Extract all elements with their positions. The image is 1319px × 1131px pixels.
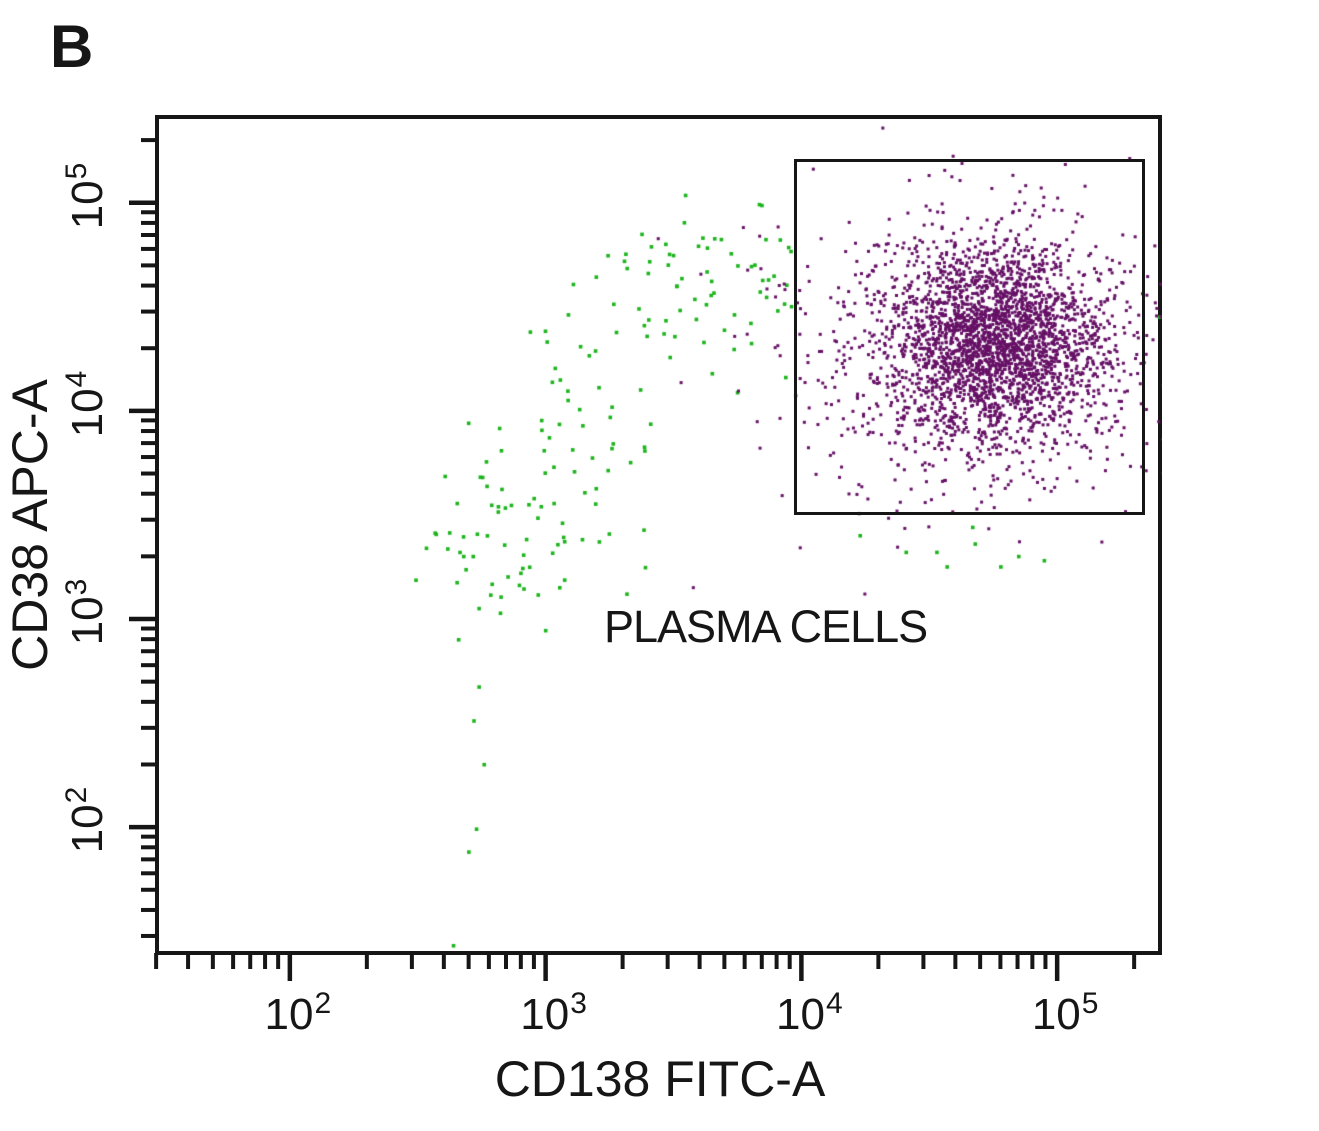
- x-tick-label-10e3: 103: [520, 987, 587, 1039]
- y-tick-label-10e5: 105: [60, 162, 112, 230]
- scatter-points-canvas: [155, 115, 1162, 955]
- y-axis-title: CD38 APC-A: [2, 379, 58, 671]
- y-tick-label-10e3: 103: [60, 578, 112, 646]
- x-tick-label-10e4: 104: [776, 987, 843, 1039]
- gate-label: PLASMA CELLS: [603, 601, 928, 653]
- y-tick-label-10e2: 102: [60, 786, 112, 854]
- panel-label: B: [50, 13, 94, 80]
- y-tick-label-10e4: 104: [60, 370, 112, 438]
- x-tick-label-10e5: 105: [1031, 987, 1099, 1039]
- x-tick-label-10e2: 102: [264, 987, 332, 1039]
- x-axis-title: CD138 FITC-A: [494, 1051, 826, 1107]
- gate-box: [793, 159, 1146, 515]
